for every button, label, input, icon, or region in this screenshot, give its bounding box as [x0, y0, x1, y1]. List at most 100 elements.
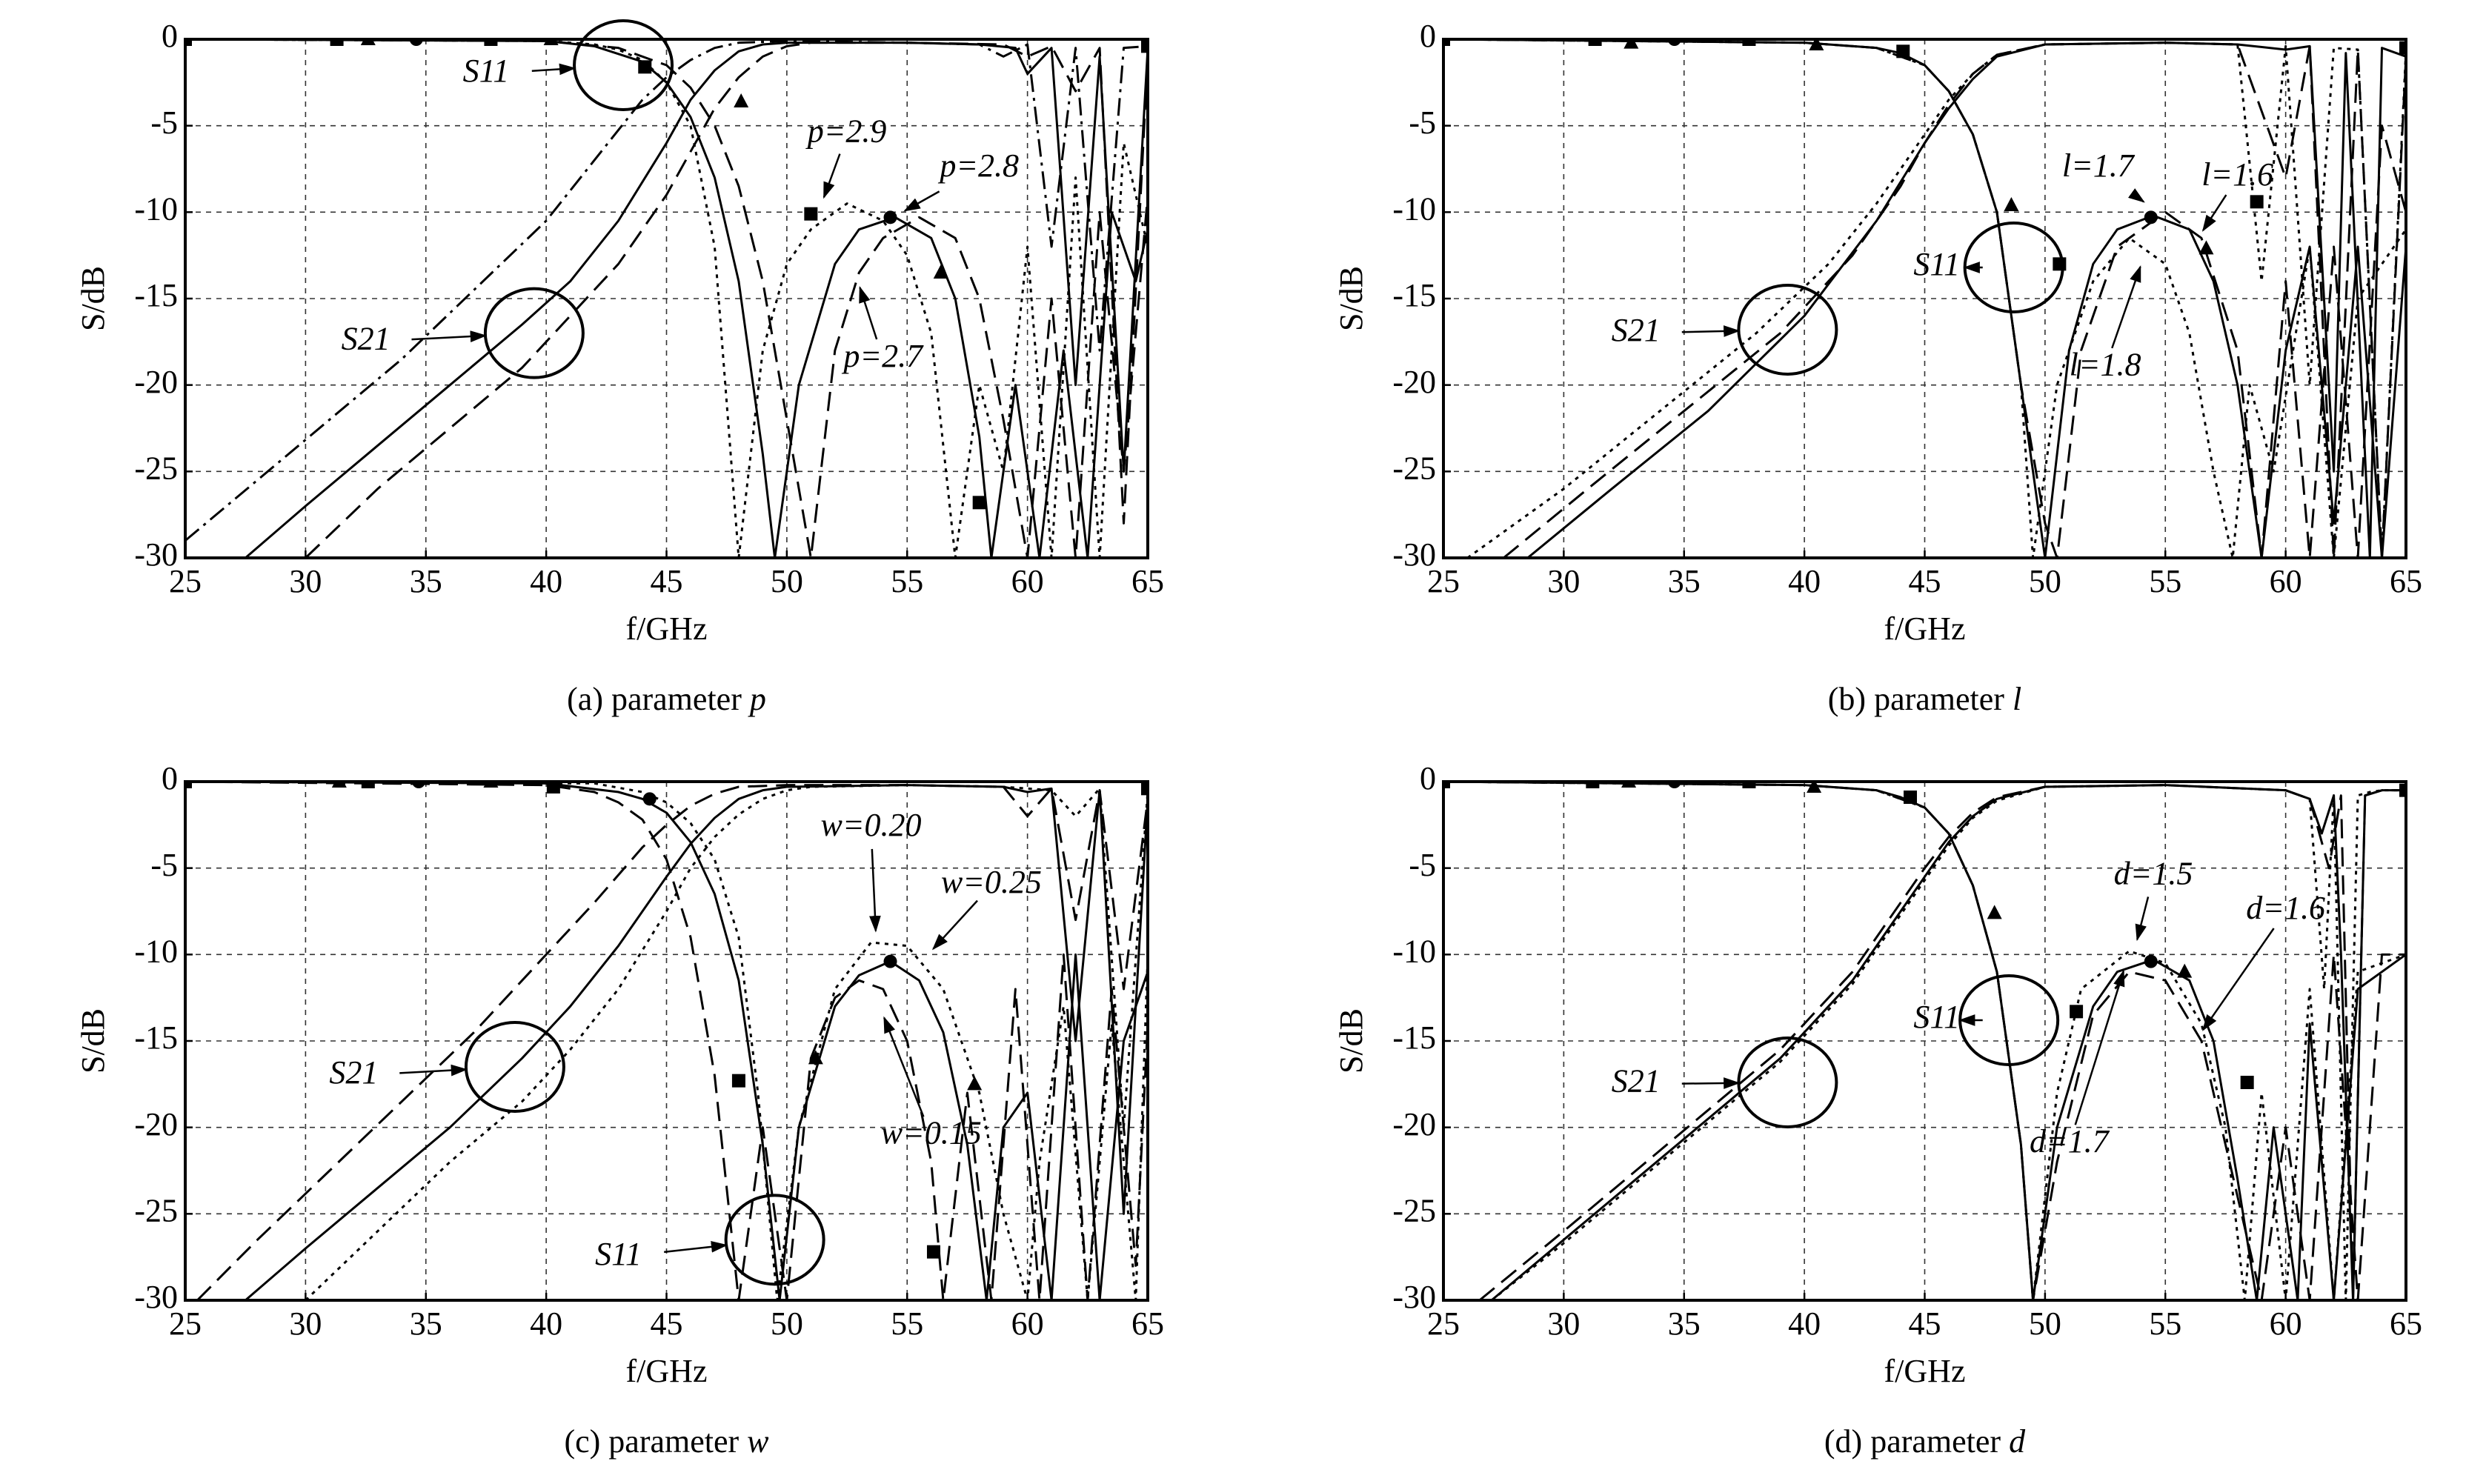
- series-line: [185, 39, 1148, 558]
- series-line: [1443, 39, 2406, 558]
- y-tick-label: 0: [162, 760, 178, 796]
- series-line: [185, 782, 1148, 1300]
- marker-square: [330, 39, 344, 46]
- plot-frame: [184, 780, 1149, 1302]
- caption: (a) parameter p: [567, 681, 766, 717]
- marker-circle: [2144, 210, 2158, 224]
- plot-area: [1443, 39, 2406, 558]
- marker-triangle: [1807, 782, 1822, 793]
- marker-square: [484, 39, 498, 46]
- marker-triangle: [1987, 905, 2002, 919]
- x-tick-label: 60: [2270, 1305, 2302, 1342]
- y-tick-label: -30: [134, 1279, 178, 1315]
- x-axis-label: f/GHz: [626, 1353, 708, 1389]
- marker-triangle: [967, 1076, 983, 1091]
- annotation-label: S11: [1913, 246, 1960, 282]
- caption-symbol: p: [748, 681, 766, 717]
- annotation-arrow: [2127, 188, 2145, 203]
- caption-text: (b) parameter: [1828, 681, 2005, 717]
- marker-square: [2399, 41, 2406, 55]
- marker-square: [804, 207, 818, 221]
- y-tick-label: -5: [150, 104, 178, 141]
- annotation-label: S21: [342, 320, 390, 356]
- x-tick-label: 45: [1909, 1305, 1941, 1342]
- marker-triangle: [2004, 197, 2019, 211]
- marker-circle: [409, 39, 423, 46]
- annotation-label: S11: [595, 1236, 642, 1272]
- x-tick-label: 45: [651, 1305, 683, 1342]
- y-axis-label: S/dB: [75, 266, 111, 331]
- series-line: [185, 39, 1148, 558]
- x-tick-label: 30: [1547, 1305, 1580, 1342]
- series-line: [196, 784, 1148, 1300]
- marker-square: [926, 1245, 940, 1259]
- marker-triangle: [933, 264, 948, 279]
- marker-circle: [1667, 782, 1681, 788]
- marker-triangle: [2177, 963, 2193, 978]
- annotation-arrow: [1681, 1077, 1741, 1089]
- annotation-arrow: [2201, 928, 2275, 1031]
- marker-square: [1586, 782, 1600, 788]
- annotation-label: p=2.8: [937, 147, 1019, 184]
- y-tick-label: -30: [1392, 1279, 1436, 1315]
- annotation-arrow: [859, 285, 878, 340]
- series-line: [305, 41, 1148, 558]
- annotation-label: S21: [1612, 312, 1661, 348]
- y-tick-label: -5: [1409, 104, 1436, 141]
- annotation-arrow: [883, 1016, 925, 1117]
- series-line: [245, 41, 1148, 558]
- y-tick-label: -5: [150, 847, 178, 883]
- annotation-label: w=0.25: [941, 864, 1042, 900]
- marker-circle: [2144, 954, 2158, 968]
- marker-circle: [883, 210, 897, 224]
- series-line: [1490, 784, 2406, 1300]
- x-tick-label: 50: [2029, 563, 2061, 599]
- annotation-circle: [573, 19, 674, 111]
- caption-text: (c) parameter: [564, 1423, 739, 1460]
- marker-square: [2399, 783, 2406, 797]
- series-line: [245, 784, 1148, 1300]
- marker-square: [185, 782, 192, 788]
- panel: 25 30 35 40 45 50 55 60 65 -30 -25 -20 -15 -10 -5 0 d=1.…: [1333, 760, 2422, 1460]
- series-line: [1466, 41, 2406, 558]
- marker-triangle: [2199, 240, 2214, 255]
- marker-square: [1141, 782, 1148, 796]
- x-tick-label: 35: [1668, 563, 1701, 599]
- series-line: [1526, 41, 2406, 558]
- marker-square: [972, 496, 986, 510]
- x-tick-label: 55: [891, 1305, 923, 1342]
- annotation-circle: [724, 1194, 825, 1286]
- y-tick-label: -25: [134, 1192, 178, 1228]
- x-tick-label: 30: [289, 1305, 322, 1342]
- x-tick-label: 65: [2390, 563, 2422, 599]
- caption: (d) parameter d: [1824, 1423, 2026, 1460]
- x-tick-label: 25: [1427, 1305, 1460, 1342]
- annotation-label: S21: [1612, 1062, 1661, 1099]
- plot-area: [185, 782, 1148, 1300]
- marker-square: [2070, 1005, 2084, 1019]
- series-line: [1443, 782, 2406, 1300]
- marker-square: [731, 1074, 745, 1088]
- y-tick-label: -25: [134, 450, 178, 486]
- y-tick-label: -15: [134, 1019, 178, 1056]
- x-tick-label: 35: [410, 563, 442, 599]
- marker-square: [1141, 39, 1148, 53]
- x-tick-label: 25: [169, 1305, 202, 1342]
- y-tick-label: -25: [1392, 1192, 1436, 1228]
- marker-square: [1588, 39, 1602, 46]
- annotation-arrow: [822, 153, 841, 199]
- y-tick-label: -20: [134, 364, 178, 400]
- x-tick-label: 40: [530, 563, 562, 599]
- x-tick-label: 65: [1131, 563, 1164, 599]
- x-tick-label: 50: [771, 1305, 803, 1342]
- annotation-arrow: [2135, 896, 2150, 942]
- x-tick-label: 50: [771, 563, 803, 599]
- annotation-arrow: [1681, 325, 1741, 337]
- annotation-label: d=1.6: [2246, 890, 2325, 926]
- annotation-label: S21: [329, 1054, 378, 1091]
- plot-frame: [1442, 38, 2407, 559]
- x-tick-label: 55: [2149, 563, 2181, 599]
- marker-triangle: [1623, 39, 1639, 49]
